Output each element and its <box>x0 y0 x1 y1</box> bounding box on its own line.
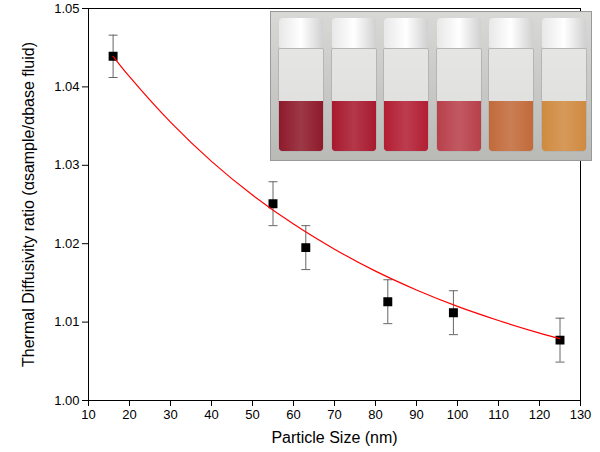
svg-text:1.02: 1.02 <box>54 236 79 251</box>
svg-text:1.04: 1.04 <box>54 79 79 94</box>
svg-text:60: 60 <box>286 407 300 422</box>
svg-text:70: 70 <box>327 407 341 422</box>
svg-text:1.01: 1.01 <box>54 314 79 329</box>
svg-text:Thermal Diffusivity ratio (αsa: Thermal Diffusivity ratio (αsample/αbase… <box>20 42 37 367</box>
svg-text:30: 30 <box>163 407 177 422</box>
svg-text:Particle Size (nm): Particle Size (nm) <box>271 429 397 446</box>
svg-text:130: 130 <box>570 407 592 422</box>
svg-text:1.03: 1.03 <box>54 157 79 172</box>
svg-text:10: 10 <box>81 407 95 422</box>
svg-text:40: 40 <box>204 407 218 422</box>
svg-text:80: 80 <box>368 407 382 422</box>
svg-text:90: 90 <box>409 407 423 422</box>
svg-text:50: 50 <box>245 407 259 422</box>
svg-text:20: 20 <box>122 407 136 422</box>
svg-text:100: 100 <box>447 407 469 422</box>
svg-text:1.05: 1.05 <box>54 1 79 16</box>
svg-text:110: 110 <box>488 407 509 422</box>
svg-text:120: 120 <box>529 407 551 422</box>
svg-text:1.00: 1.00 <box>54 393 79 408</box>
